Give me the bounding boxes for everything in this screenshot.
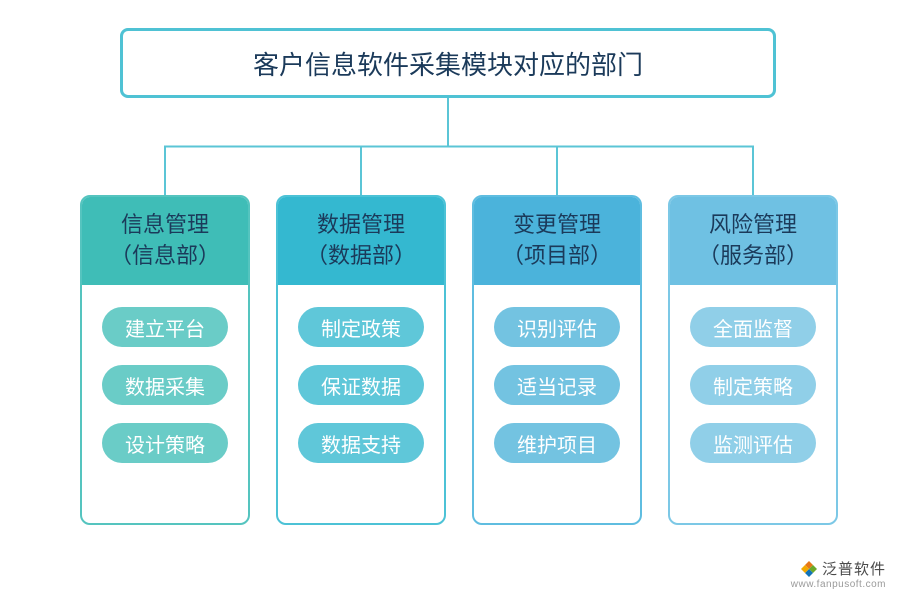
logo-name: 泛普软件 [822,558,886,579]
branch-header-change: 变更管理（项目部） [474,197,640,285]
branch-body-data: 制定政策保证数据数据支持 [278,285,444,463]
branch-item: 设计策略 [102,423,228,463]
branch-item: 维护项目 [494,423,620,463]
branch-body-change: 识别评估适当记录维护项目 [474,285,640,463]
branch-data: 数据管理（数据部）制定政策保证数据数据支持 [276,195,446,525]
branch-body-info: 建立平台数据采集设计策略 [82,285,248,463]
branch-item: 保证数据 [298,365,424,405]
branch-header-info: 信息管理（信息部） [82,197,248,285]
branch-info: 信息管理（信息部）建立平台数据采集设计策略 [80,195,250,525]
branch-item: 数据支持 [298,423,424,463]
logo-mark-icon [800,560,818,578]
branch-header-line1: 信息管理 [121,210,209,241]
branch-item: 全面监督 [690,307,816,347]
branch-header-line2: （数据部） [306,241,416,272]
chart-title-text: 客户信息软件采集模块对应的部门 [253,45,643,82]
branch-change: 变更管理（项目部）识别评估适当记录维护项目 [472,195,642,525]
branch-header-risk: 风险管理（服务部） [670,197,836,285]
logo-row: 泛普软件 [800,558,886,579]
branch-header-line2: （信息部） [110,241,220,272]
branch-header-line2: （项目部） [502,241,612,272]
branch-item: 监测评估 [690,423,816,463]
branch-body-risk: 全面监督制定策略监测评估 [670,285,836,463]
branch-risk: 风险管理（服务部）全面监督制定策略监测评估 [668,195,838,525]
branch-item: 建立平台 [102,307,228,347]
org-chart: 客户信息软件采集模块对应的部门 信息管理（信息部）建立平台数据采集设计策略数据管… [0,0,900,600]
logo: 泛普软件 www.fanpusoft.com [791,558,886,590]
branch-header-line1: 数据管理 [317,210,405,241]
branch-item: 制定政策 [298,307,424,347]
chart-title: 客户信息软件采集模块对应的部门 [120,28,776,98]
logo-url: www.fanpusoft.com [791,579,886,590]
branch-item: 数据采集 [102,365,228,405]
branch-header-line1: 变更管理 [513,210,601,241]
branch-header-line2: （服务部） [698,241,808,272]
branch-item: 识别评估 [494,307,620,347]
branch-header-data: 数据管理（数据部） [278,197,444,285]
branch-item: 制定策略 [690,365,816,405]
branch-header-line1: 风险管理 [709,210,797,241]
branch-item: 适当记录 [494,365,620,405]
